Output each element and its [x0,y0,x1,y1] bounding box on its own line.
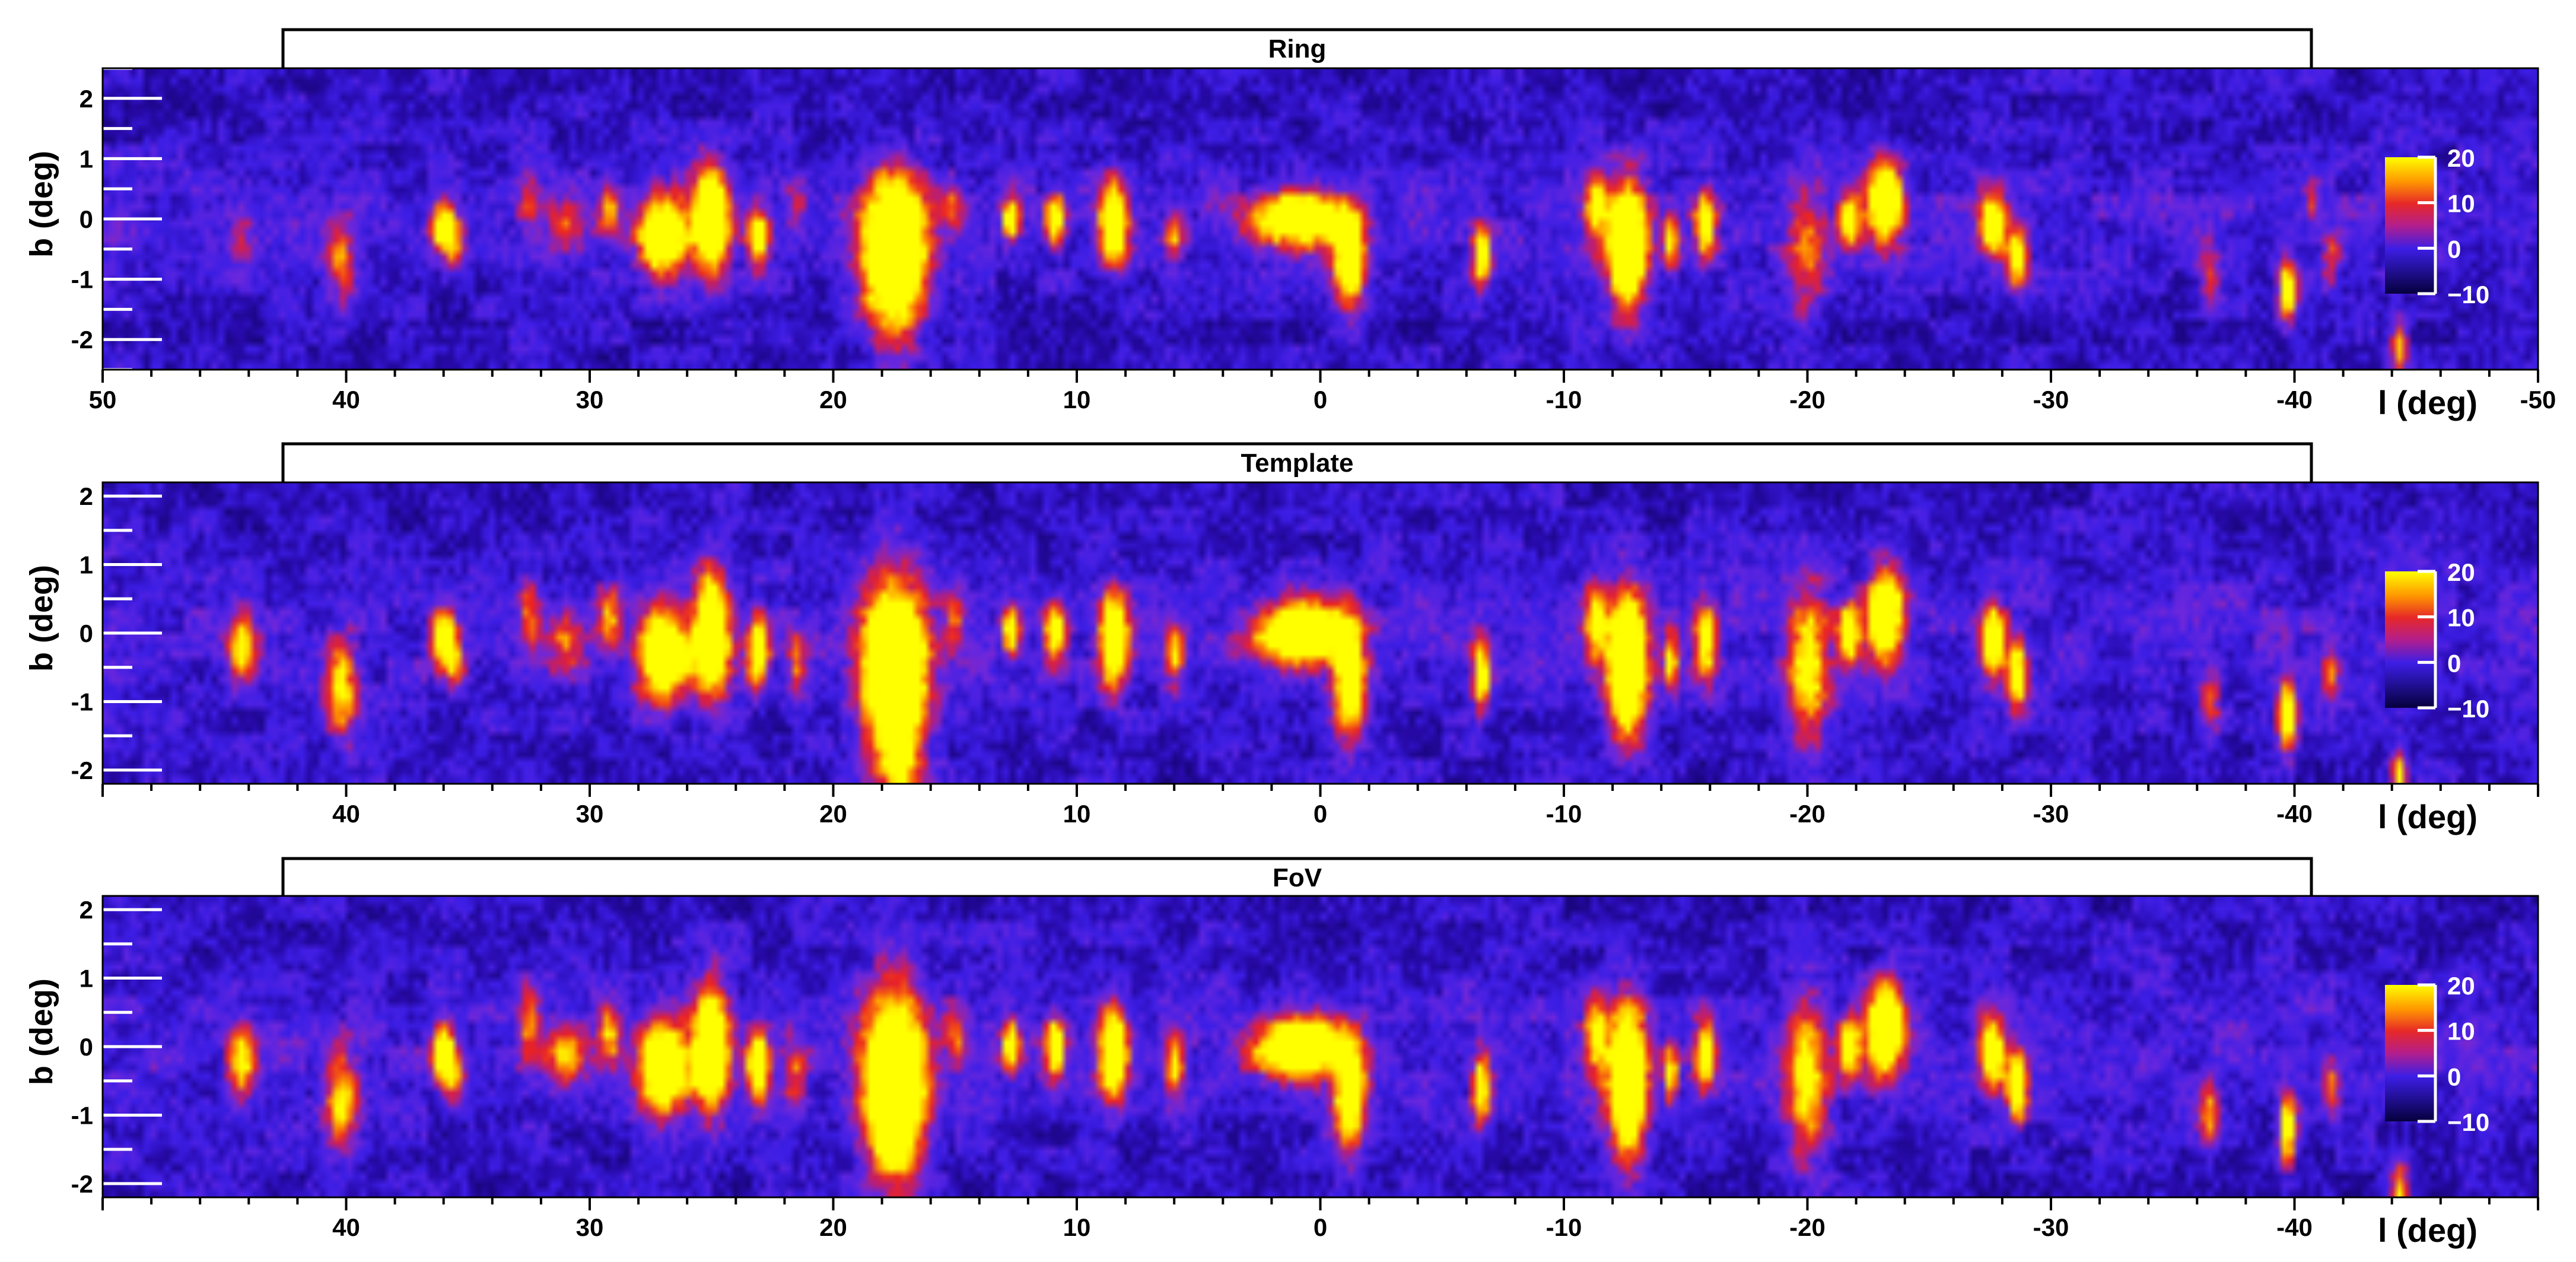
colorbar [2385,157,2435,294]
y-tick-label: -2 [71,326,93,354]
y-tick-label: 2 [79,896,93,924]
y-tick-label: -1 [71,1101,93,1129]
x-tick-label: -40 [2276,386,2313,414]
plot-frame [101,67,2539,371]
y-tick-label: 0 [79,205,93,233]
y-tick-label: 2 [79,482,93,510]
panel-title-box [281,28,2313,71]
colorbar-tick-label: 20 [2447,972,2475,1000]
colorbar-tick-label: 0 [2447,1063,2461,1091]
y-tick-label: 1 [79,551,93,579]
y-tick-label: 1 [79,145,93,173]
x-tick-label: -10 [1546,386,1582,414]
x-axis-label: l (deg) [2378,1212,2478,1249]
y-tick-label: -2 [71,756,93,784]
y-axis-label: b (deg) [24,978,59,1085]
panel-title: FoV [1273,863,1322,892]
colorbar [2385,985,2435,1121]
x-tick-label: -20 [1789,1213,1826,1241]
colorbar [2385,571,2435,708]
y-tick-label: 2 [79,85,93,113]
heatmap-image [103,896,2538,1197]
colorbar-tick-label: −10 [2447,1108,2489,1136]
y-tick-label: 0 [79,1033,93,1061]
colorbar-tick-label: 0 [2447,235,2461,263]
x-tick-label: 10 [1063,386,1091,414]
x-tick-label: 20 [819,1213,847,1241]
x-tick-label: -20 [1789,386,1826,414]
x-tick-label: 10 [1063,800,1091,828]
x-tick-label: 30 [576,386,604,414]
x-tick-label: -10 [1546,800,1582,828]
x-tick-label: 20 [819,386,847,414]
x-tick-label: 50 [89,386,117,414]
x-tick-label: -10 [1546,1213,1582,1241]
plot-frame [101,895,2539,1199]
y-tick-label: -1 [71,266,93,294]
panel-title-box [281,857,2313,899]
colorbar-tick-label: 10 [2447,1018,2475,1045]
heatmap-image [103,482,2538,784]
y-tick-label: 0 [79,619,93,647]
x-tick-label: 40 [332,386,360,414]
x-tick-label: -20 [1789,800,1826,828]
colorbar-tick-label: 10 [2447,190,2475,218]
x-tick-label: 30 [576,800,604,828]
colorbar-tick-label: 20 [2447,558,2475,586]
y-axis-label: b (deg) [24,565,59,672]
colorbar-tick-label: 10 [2447,604,2475,632]
x-axis-label: l (deg) [2378,384,2478,421]
heatmap-image [103,68,2538,370]
x-tick-label: -50 [2520,386,2556,414]
colorbar-tick-label: −10 [2447,695,2489,723]
x-tick-label: -40 [2276,800,2313,828]
panel-title: Ring [1268,34,1327,63]
x-tick-label: 0 [1314,1213,1327,1241]
y-tick-label: -1 [71,688,93,716]
x-tick-label: -30 [2033,1213,2069,1241]
x-tick-label: 40 [332,1213,360,1241]
x-tick-label: 10 [1063,1213,1091,1241]
x-tick-label: 20 [819,800,847,828]
panel-title: Template [1241,449,1354,478]
x-tick-label: -30 [2033,386,2069,414]
y-axis-label: b (deg) [24,151,59,258]
x-tick-label: 40 [332,800,360,828]
x-tick-label: 0 [1314,800,1327,828]
colorbar-tick-label: −10 [2447,281,2489,309]
plot-frame [101,481,2539,785]
y-tick-label: 1 [79,965,93,993]
x-axis-label: l (deg) [2378,798,2478,835]
colorbar-tick-label: 0 [2447,649,2461,677]
x-tick-label: 0 [1314,386,1327,414]
x-tick-label: -30 [2033,800,2069,828]
y-tick-label: -2 [71,1170,93,1198]
x-tick-label: -40 [2276,1213,2313,1241]
x-tick-label: 30 [576,1213,604,1241]
colorbar-tick-label: 20 [2447,144,2475,172]
